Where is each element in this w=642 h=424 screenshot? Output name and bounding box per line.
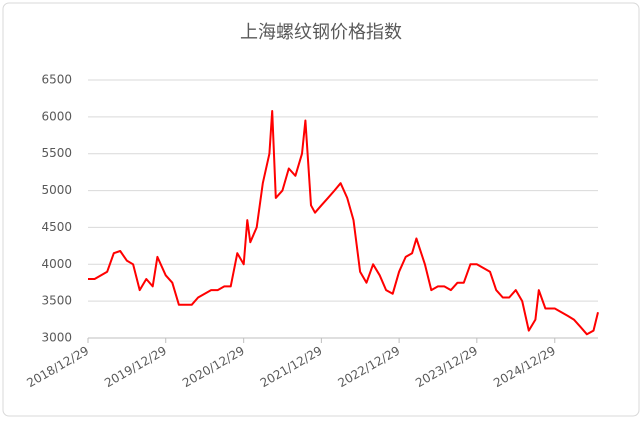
y-tick-label: 4000 [41,257,72,271]
chart-title: 上海螺纹钢价格指数 [240,22,402,43]
y-tick-label: 6500 [41,73,72,87]
y-tick-label: 5500 [41,146,72,160]
y-tick-label: 3000 [41,331,72,345]
chart-border [2,2,640,417]
line-series [88,110,599,336]
y-tick-label: 3500 [41,294,72,308]
y-tick-label: 4500 [41,220,72,234]
y-tick-label: 6000 [41,109,72,123]
y-tick-label: 5000 [41,183,72,197]
